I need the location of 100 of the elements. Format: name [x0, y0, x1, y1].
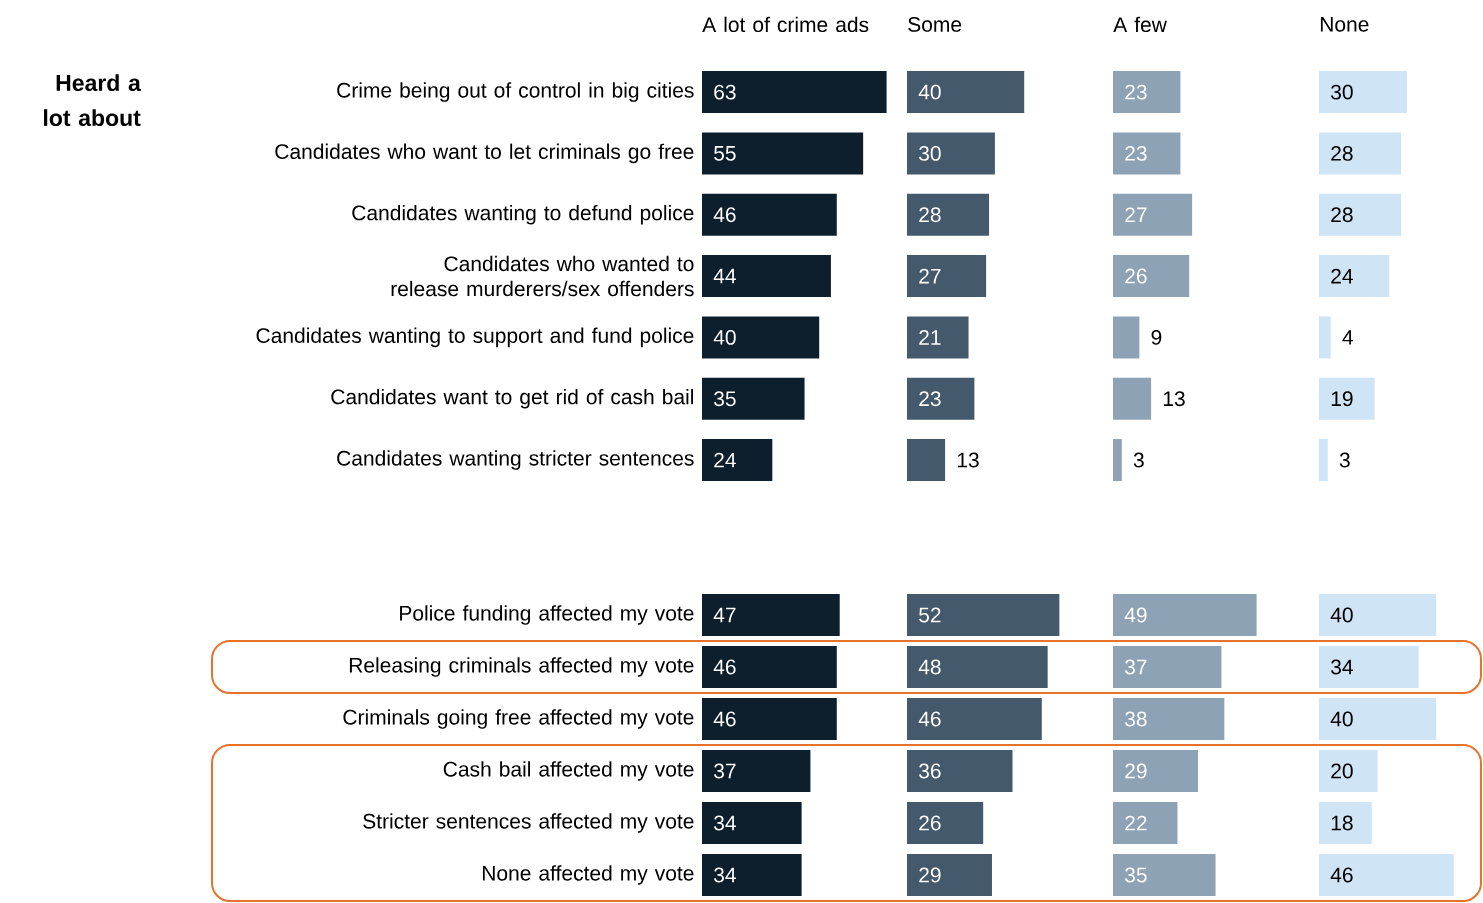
data-label: 24 — [714, 452, 736, 468]
bar — [702, 854, 802, 897]
chart-title: A lot of crime ads — [702, 16, 869, 33]
data-label: 35 — [714, 391, 736, 407]
bar — [1319, 854, 1454, 897]
data-label: 40 — [1330, 711, 1353, 727]
bar — [702, 439, 773, 482]
data-label: 13 — [957, 452, 979, 468]
data-label: 29 — [919, 867, 941, 883]
y-tick-label: Candidates want to get rid of cash bail — [331, 388, 693, 409]
bar — [1113, 193, 1193, 236]
y-tick-label: Candidates who want to let criminals go free — [275, 143, 694, 164]
data-label: 40 — [713, 329, 736, 345]
data-label: 9 — [1151, 329, 1162, 345]
data-label: 13 — [1163, 391, 1185, 407]
bar — [1319, 193, 1402, 236]
data-label: 48 — [918, 659, 941, 675]
bar — [702, 802, 802, 845]
bar — [1319, 750, 1378, 793]
data-label: 44 — [713, 268, 736, 284]
bar — [702, 377, 805, 420]
bar — [1319, 646, 1419, 689]
data-label: 55 — [714, 146, 736, 161]
bar — [1113, 377, 1152, 420]
bar — [1113, 132, 1181, 175]
data-label: 35 — [1125, 867, 1147, 883]
data-label: 34 — [714, 867, 736, 883]
y-tick-label: Police funding affected my vote — [400, 605, 694, 625]
data-label: 38 — [1125, 711, 1147, 727]
bar — [1319, 377, 1375, 420]
data-label: 24 — [1331, 268, 1353, 284]
y-tick-label: Cash bail affected my vote — [443, 761, 694, 781]
data-label: 46 — [713, 659, 736, 675]
data-label: 27 — [919, 268, 941, 284]
chart-title: A few — [1113, 16, 1167, 33]
data-label: 30 — [919, 145, 941, 161]
data-label: 37 — [714, 763, 736, 779]
bar — [702, 193, 837, 236]
y-tick-label: None affected my vote — [482, 865, 694, 885]
data-label: 34 — [714, 815, 736, 831]
bar — [1113, 646, 1222, 689]
bar — [1113, 698, 1225, 741]
data-label: 3 — [1133, 452, 1144, 468]
data-label: 26 — [1125, 268, 1147, 284]
bar — [702, 750, 811, 793]
bar — [907, 132, 995, 175]
y-tick-label: Criminals going free affected my vote — [343, 709, 694, 729]
data-label: 52 — [919, 607, 941, 623]
data-label: 36 — [919, 763, 941, 779]
bar — [907, 316, 969, 359]
chart-title: Some — [908, 16, 962, 32]
bar — [1113, 316, 1140, 359]
bar — [702, 255, 831, 298]
bar — [1319, 439, 1328, 482]
bar — [1113, 854, 1216, 897]
bar — [702, 132, 864, 175]
chart-title: None — [1320, 17, 1369, 32]
data-label: 37 — [1125, 659, 1147, 675]
bar — [1113, 71, 1181, 114]
bar — [702, 594, 840, 637]
data-label: 18 — [1331, 815, 1353, 831]
bar — [1319, 255, 1390, 298]
bar — [1113, 750, 1198, 793]
bar — [907, 193, 990, 236]
data-label: 46 — [713, 207, 736, 223]
data-label: 30 — [1331, 84, 1353, 100]
y-tick-label: Releasing criminals affected my vote — [349, 657, 694, 677]
data-label: 21 — [919, 330, 941, 345]
data-label: 27 — [1125, 207, 1147, 223]
bar — [1319, 316, 1331, 359]
data-label: 49 — [1124, 607, 1147, 623]
data-label: 29 — [1125, 763, 1147, 779]
bar — [907, 439, 946, 482]
bar — [907, 750, 1013, 793]
bar — [907, 255, 987, 298]
data-label: 23 — [1125, 84, 1147, 100]
text: Heard a lot about — [44, 74, 141, 127]
y-tick-label: Candidates who wanted to release murderers/sex offenders — [391, 255, 694, 297]
y-tick-label: Candidates wanting to support and fund police — [256, 327, 694, 348]
data-label: 26 — [919, 815, 941, 831]
bar — [1113, 255, 1190, 298]
bar — [702, 316, 820, 359]
bar — [1113, 439, 1122, 482]
bar — [907, 802, 984, 845]
bar — [1113, 802, 1178, 845]
y-tick-label: Candidates wanting stricter sentences — [337, 450, 694, 470]
y-tick-label: Crime being out of control in big cities — [337, 82, 694, 102]
bar — [907, 854, 992, 897]
data-label: 40 — [918, 84, 941, 100]
bar — [1319, 594, 1437, 637]
bar — [907, 377, 975, 420]
bar — [907, 71, 1025, 114]
data-label: 28 — [919, 207, 941, 223]
data-label: 63 — [714, 84, 736, 100]
data-label: 22 — [1125, 815, 1147, 831]
bar — [702, 71, 887, 114]
bar — [1319, 802, 1372, 845]
bar — [1319, 132, 1402, 175]
bar — [907, 594, 1060, 637]
bar — [1113, 594, 1257, 637]
